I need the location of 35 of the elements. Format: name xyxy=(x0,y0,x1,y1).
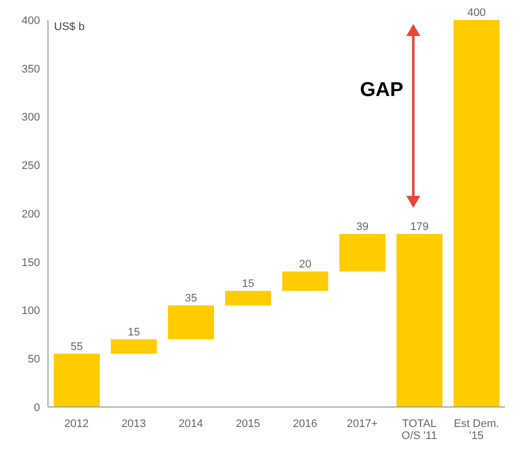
data-label: 400 xyxy=(467,7,486,19)
data-label: 15 xyxy=(242,278,254,290)
y-axis-title: US$ b xyxy=(54,21,85,33)
data-label: 15 xyxy=(128,326,140,338)
x-tick-label: 2012 xyxy=(64,418,89,430)
data-label: 55 xyxy=(70,340,83,353)
annotation: GAP xyxy=(360,78,404,101)
y-tick-label: 150 xyxy=(22,256,40,269)
bar xyxy=(225,290,272,306)
y-tick-label: 50 xyxy=(28,354,40,366)
data-label: 39 xyxy=(356,220,368,233)
x-tick-label: TOTAL O/S '11 xyxy=(402,418,438,442)
x-tick-label: Est Dem. '15 xyxy=(454,418,500,442)
data-label: 35 xyxy=(184,292,198,304)
bar xyxy=(339,234,386,272)
y-tick-label: 250 xyxy=(22,160,40,172)
x-tick-label: 2014 xyxy=(178,418,204,430)
y-tick-label: 0 xyxy=(34,402,40,414)
bar xyxy=(54,354,100,407)
y-tick-label: 200 xyxy=(22,208,40,220)
y-tick-label: 300 xyxy=(22,112,40,124)
bar xyxy=(282,272,328,291)
y-tick-label: 100 xyxy=(22,305,40,318)
x-tick-label: 2015 xyxy=(236,418,260,430)
bar xyxy=(168,305,214,340)
y-tick-label: 350 xyxy=(22,63,40,76)
y-tick-label: 400 xyxy=(22,14,40,27)
bar xyxy=(454,20,500,407)
x-tick-label: 2017+ xyxy=(346,418,378,430)
bar xyxy=(396,234,442,407)
data-label: 20 xyxy=(299,258,312,271)
data-label: 179 xyxy=(410,220,429,233)
x-tick-label: 2016 xyxy=(292,418,318,430)
bar xyxy=(110,339,157,354)
x-tick-label: 2013 xyxy=(121,418,146,430)
